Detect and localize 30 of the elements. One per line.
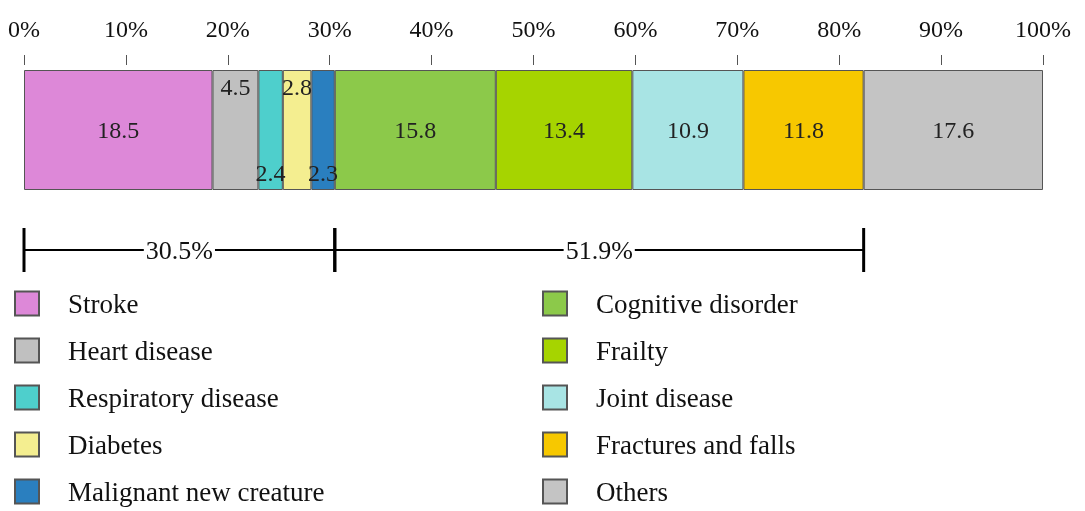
- legend-label: Malignant new creature: [68, 476, 325, 507]
- legend-label: Joint disease: [596, 382, 734, 413]
- legend-label: Others: [596, 476, 668, 507]
- legend-label: Fractures and falls: [596, 429, 796, 460]
- x-tick-label: 100%: [1015, 16, 1071, 42]
- x-tick-label: 60%: [613, 16, 658, 42]
- data-label: 10.9: [666, 117, 709, 143]
- x-tick-label: 90%: [919, 16, 964, 42]
- data-label: 17.6: [932, 117, 975, 143]
- data-label: 11.8: [782, 117, 825, 143]
- x-tick-label: 40%: [409, 16, 454, 42]
- legend-label: Heart disease: [68, 335, 213, 366]
- legend-label: Diabetes: [68, 429, 163, 460]
- data-label: 4.5: [220, 74, 251, 100]
- data-label: 18.5: [97, 117, 140, 143]
- x-tick-label: 50%: [511, 16, 556, 42]
- legend-label: Stroke: [68, 288, 139, 319]
- x-tick-label: 70%: [715, 16, 760, 42]
- x-tick-label: 10%: [103, 16, 148, 42]
- x-tick-label: 20%: [205, 16, 250, 42]
- data-label: 15.8: [394, 117, 437, 143]
- legend-label: Respiratory disease: [68, 382, 279, 413]
- x-tick-label: 0%: [8, 16, 40, 42]
- legend-label: Frailty: [596, 335, 669, 366]
- x-tick-label: 30%: [307, 16, 352, 42]
- x-tick-label: 80%: [817, 16, 862, 42]
- legend-label: Cognitive disorder: [596, 288, 798, 319]
- text: 51.9%: [565, 235, 633, 265]
- data-label: 13.4: [543, 117, 586, 143]
- text: 30.5%: [145, 235, 213, 265]
